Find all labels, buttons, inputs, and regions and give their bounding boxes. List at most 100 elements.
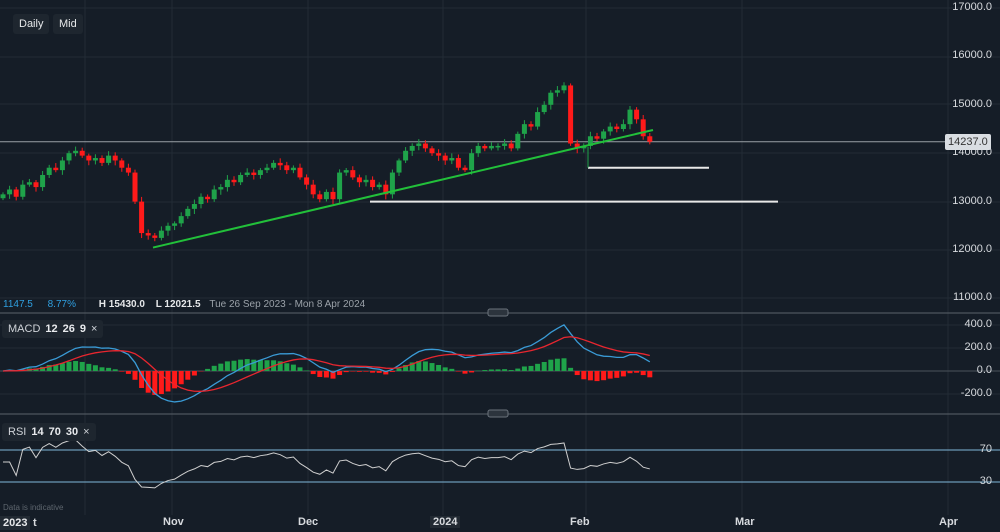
year-label: 2023 <box>0 516 31 530</box>
daily-button[interactable]: Daily <box>13 14 50 34</box>
macd-tick-label: 400.0 <box>964 317 992 330</box>
macd-histogram-bar <box>634 371 640 373</box>
macd-histogram-bar <box>92 365 98 371</box>
candle-up <box>106 155 112 163</box>
macd-signal: 9 <box>79 323 87 335</box>
macd-histogram-bar <box>297 367 303 371</box>
macd-histogram-bar <box>416 360 422 371</box>
macd-histogram-bar <box>429 363 435 371</box>
macd-close-icon[interactable]: × <box>91 323 98 335</box>
candle-down <box>356 177 362 183</box>
macd-histogram-bar <box>145 371 151 393</box>
macd-histogram-bar <box>191 371 197 376</box>
macd-histogram-bar <box>462 371 468 374</box>
price-tick-label: 13000.0 <box>952 194 992 207</box>
candle-up <box>409 145 415 151</box>
candle-down <box>462 167 468 171</box>
macd-histogram-bar <box>304 370 310 371</box>
candle-up <box>40 174 46 188</box>
candle-down <box>568 85 574 144</box>
candle-down <box>455 158 461 168</box>
macd-histogram-bar <box>112 369 118 371</box>
candle-down <box>125 167 131 173</box>
macd-histogram-bar <box>46 365 52 371</box>
candle-up <box>323 191 329 200</box>
x-tick-label: Apr <box>939 516 958 528</box>
candle-up <box>548 92 554 105</box>
macd-histogram-bar <box>251 359 257 371</box>
candle-up <box>502 143 508 146</box>
candle-down <box>251 172 257 175</box>
macd-histogram-bar <box>541 361 547 371</box>
macd-histogram-bar <box>508 370 514 371</box>
macd-fast: 12 <box>45 323 58 335</box>
month-fragment: t <box>33 517 37 529</box>
candle-down <box>33 182 39 188</box>
high-value: H 15430.0 <box>98 299 145 310</box>
low-value: L 12021.5 <box>155 299 201 310</box>
candle-down <box>330 191 336 200</box>
candle-down <box>86 155 92 161</box>
macd-legend: MACD 12 26 9 × <box>2 320 104 338</box>
candle-down <box>231 179 237 183</box>
macd-histogram-bar <box>587 371 593 381</box>
candle-up <box>271 162 277 168</box>
macd-histogram-bar <box>53 364 59 371</box>
macd-histogram-bar <box>231 360 237 371</box>
price-tick-label: 12000.0 <box>952 243 992 255</box>
x-tick-label: 2024 <box>430 516 461 528</box>
trendline <box>152 128 654 249</box>
candle-down <box>370 179 376 188</box>
candle-up <box>290 167 296 171</box>
candle-down <box>634 109 640 120</box>
candle-down <box>317 194 323 200</box>
macd-histogram-bar <box>99 367 105 371</box>
candle-up <box>26 182 32 185</box>
resize-handle <box>487 409 509 418</box>
candle-up <box>488 145 494 149</box>
macd-tick-label: 0.0 <box>976 364 992 376</box>
date-range: Tue 26 Sep 2023 - Mon 8 Apr 2024 <box>209 299 366 310</box>
candle-up <box>515 133 521 149</box>
macd-histogram-bar <box>502 369 508 371</box>
macd-histogram-bar <box>59 363 65 371</box>
candle-up <box>587 136 593 146</box>
candle-up <box>337 172 343 200</box>
candle-down <box>436 153 442 156</box>
x-tick-label: Dec <box>298 516 319 528</box>
price-tick-label: 15000.0 <box>952 97 992 110</box>
macd-histogram-bar <box>363 371 369 372</box>
macd-histogram-bar <box>561 358 567 371</box>
macd-line <box>2 323 651 403</box>
mid-button[interactable]: Mid <box>53 14 83 34</box>
macd-histogram-bar <box>125 371 131 374</box>
candle-down <box>350 170 356 178</box>
macd-histogram-bar <box>647 371 653 378</box>
candle-down <box>594 136 600 139</box>
macd-histogram-bar <box>165 371 171 392</box>
candle-down <box>132 172 138 202</box>
candle-down <box>422 143 428 149</box>
macd-histogram-bar <box>495 369 501 371</box>
candle-up <box>191 204 197 209</box>
macd-histogram-bar <box>515 368 521 371</box>
candle-up <box>469 153 475 171</box>
rsi-tick-label: 30 <box>979 475 992 487</box>
info-bar: 1147.5 8.77% H 15430.0 L 12021.5 Tue 26 … <box>3 299 365 310</box>
macd-histogram-bar <box>488 369 494 371</box>
candle-down <box>284 165 290 171</box>
macd-label: MACD <box>8 323 41 335</box>
candle-down <box>152 235 158 238</box>
change-value: 1147.5 <box>3 299 33 310</box>
rsi-close-icon[interactable]: × <box>83 426 90 438</box>
x-tick-label: Nov <box>163 516 184 528</box>
candle-down <box>383 184 389 195</box>
candle-down <box>112 155 118 161</box>
macd-histogram-bar <box>257 359 263 371</box>
candle-up <box>363 179 369 183</box>
resize-handle <box>487 308 509 317</box>
macd-histogram-bar <box>310 371 316 375</box>
rsi-legend: RSI 14 70 30 × <box>2 423 96 441</box>
candle-up <box>165 225 171 231</box>
